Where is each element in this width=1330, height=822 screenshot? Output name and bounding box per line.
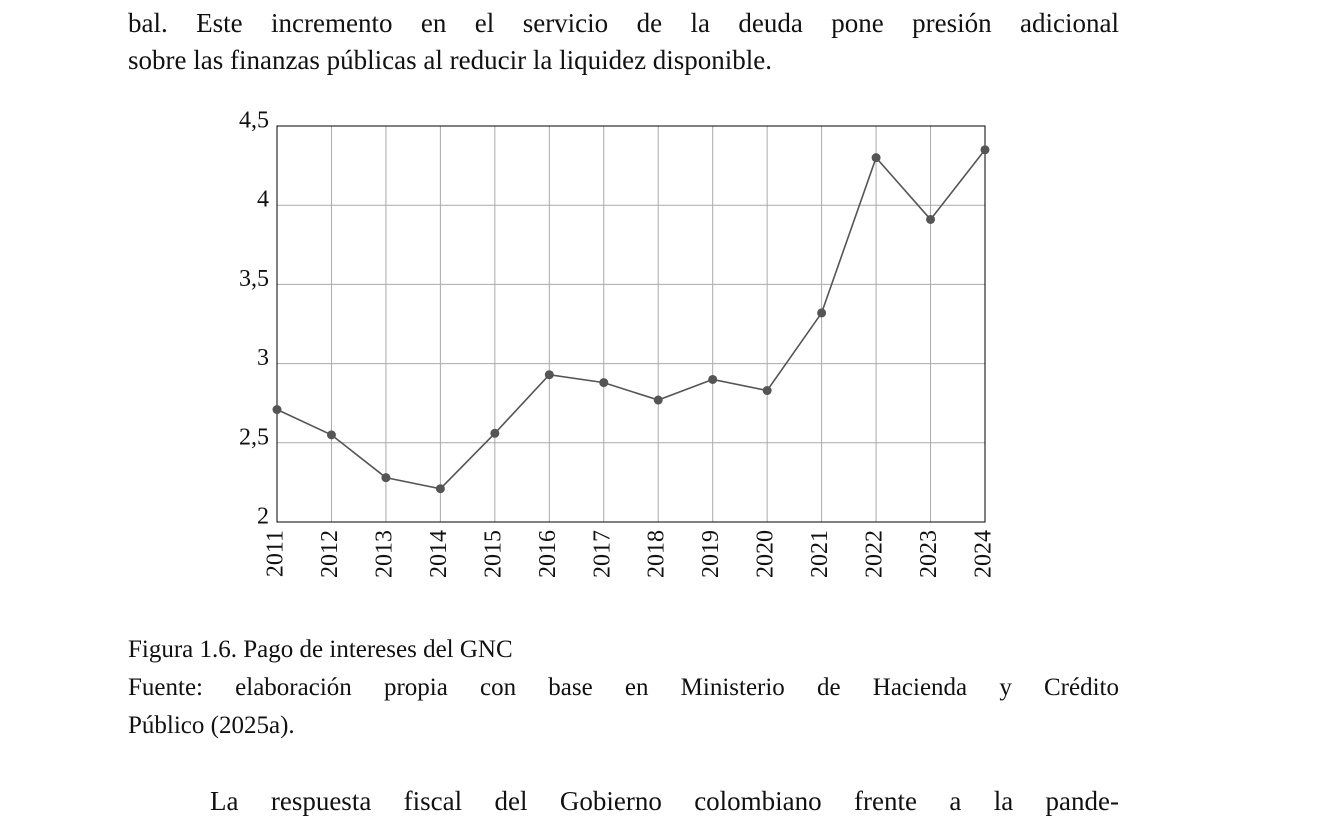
- data-point: [708, 374, 718, 384]
- data-point: [817, 308, 827, 318]
- plot-frame: [276, 125, 986, 523]
- y-tick-label: 2: [257, 504, 269, 530]
- x-tick-label: 2011: [263, 530, 289, 577]
- y-tick-label: 4: [257, 187, 269, 213]
- x-tick-label: 2021: [807, 530, 833, 578]
- data-point: [544, 370, 554, 380]
- figure-source: Fuente: elaboración propia con base en M…: [128, 674, 1119, 701]
- x-tick-label: 2024: [971, 530, 997, 578]
- y-tick-label: 4,5: [239, 108, 269, 134]
- x-tick-label: 2015: [480, 530, 506, 578]
- data-point: [272, 405, 282, 415]
- x-tick-label: 2014: [426, 530, 452, 578]
- chart: 2 2,5 3 3,5 4 4,5 2011 2012 2013 2014 2015 2016 2017…: [239, 108, 997, 579]
- body-line: bal. Este incremento en el servicio de l…: [128, 8, 1119, 38]
- data-point: [435, 484, 445, 494]
- data-point: [926, 214, 936, 224]
- x-tick-label: 2020: [753, 530, 779, 578]
- x-tick-label: 2016: [535, 530, 561, 578]
- y-tick-label: 3,5: [239, 266, 269, 292]
- data-point: [599, 378, 609, 388]
- x-tick-label: 2013: [371, 530, 397, 578]
- y-tick-label: 2,5: [239, 424, 269, 450]
- data-point: [490, 428, 500, 438]
- data-point: [381, 473, 391, 483]
- data-point: [980, 145, 990, 155]
- data-point: [871, 153, 881, 163]
- data-point: [653, 395, 663, 405]
- x-tick-label: 2019: [698, 530, 724, 578]
- x-tick-label: 2012: [317, 530, 343, 578]
- x-tick-label: 2023: [916, 530, 942, 578]
- figure-source: Público (2025a).: [128, 712, 295, 739]
- data-point: [762, 386, 772, 396]
- data-point: [326, 430, 336, 440]
- x-tick-label: 2018: [644, 530, 670, 578]
- x-tick-label: 2022: [862, 530, 888, 578]
- figure-caption: Figura 1.6. Pago de intereses del GNC: [128, 636, 513, 663]
- body-line: sobre las finanzas públicas al reducir l…: [128, 45, 773, 75]
- body-line: La respuesta fiscal del Gobierno colombi…: [210, 786, 1119, 816]
- data-line: [276, 149, 986, 490]
- x-tick-label: 2017: [589, 530, 615, 578]
- y-tick-label: 3: [257, 345, 269, 371]
